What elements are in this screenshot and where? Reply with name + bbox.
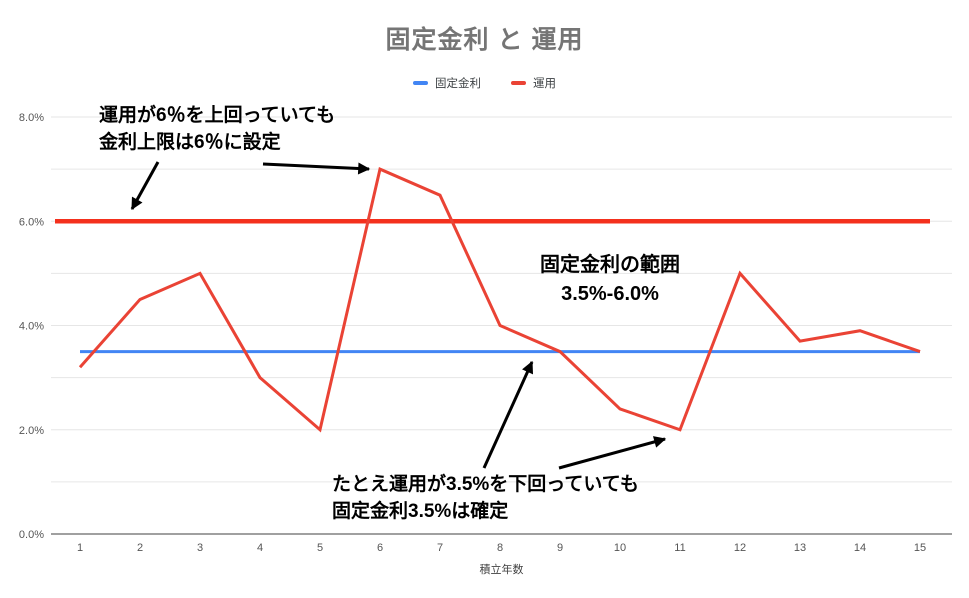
x-tick-label: 2 [137,542,143,554]
x-tick-label: 11 [674,542,685,554]
x-tick-label: 6 [377,542,383,554]
x-tick-label: 13 [794,542,806,554]
arrow-to-peak-year6 [262,162,371,175]
x-tick-label: 5 [317,542,323,554]
arrow-to-cap-line [130,161,160,211]
annotation-range-note-line2: 3.5%-6.0% [561,283,659,305]
annotation-cap-note: 運用が6％を上回っていても 金利上限は6％に設定 [99,102,335,156]
y-tick-label: 8.0% [19,112,44,124]
legend-label-investment: 運用 [533,78,556,90]
annotation-range-note-line1: 固定金利の範囲 [540,254,680,276]
annotation-cap-note-line2: 金利上限は6％に設定 [99,132,281,153]
y-tick-label: 0.0% [19,529,44,541]
legend-swatch-fixed-rate-icon [413,81,428,85]
investment-line [78,167,921,433]
legend-label-fixed-rate: 固定金利 [435,78,481,90]
x-tick-label: 10 [614,542,626,554]
chart-title: 固定金利 と 運用 [385,26,584,54]
legend-item-investment: 運用 [511,75,556,91]
x-axis-tick-labels: 1 2 3 4 5 6 7 8 9 10 11 12 13 14 15 [77,542,926,554]
y-tick-label: 4.0% [19,321,44,333]
annotation-floor-note-line2: 固定金利3.5%は確定 [332,501,509,522]
y-tick-label: 6.0% [19,216,44,228]
annotation-cap-note-line1: 運用が6％を上回っていても [99,105,336,126]
x-tick-label: 3 [197,542,203,554]
arrow-to-dip-year11 [558,436,667,470]
arrow-to-fixed-line [482,360,534,469]
x-tick-label: 14 [854,542,866,554]
annotation-floor-note: たとえ運用が3.5%を下回っていても 固定金利3.5%は確定 [332,471,639,525]
x-tick-label: 15 [914,542,926,554]
y-axis-tick-labels: 0.0% 2.0% 4.0% 6.0% 8.0% [19,112,44,541]
x-tick-label: 1 [77,542,83,554]
legend-swatch-investment-icon [511,81,526,85]
x-tick-label: 4 [257,542,263,554]
y-tick-label: 2.0% [19,425,44,437]
annotation-range-note: 固定金利の範囲 3.5%-6.0% [500,251,720,309]
x-tick-label: 9 [557,542,563,554]
annotation-floor-note-line1: たとえ運用が3.5%を下回っていても [332,474,639,495]
x-tick-label: 7 [437,542,443,554]
legend: 固定金利 運用 [0,75,969,91]
x-tick-label: 8 [497,542,503,554]
legend-item-fixed-rate: 固定金利 [413,75,481,91]
x-axis-title: 積立年数 [480,562,524,576]
x-tick-label: 12 [734,542,746,554]
